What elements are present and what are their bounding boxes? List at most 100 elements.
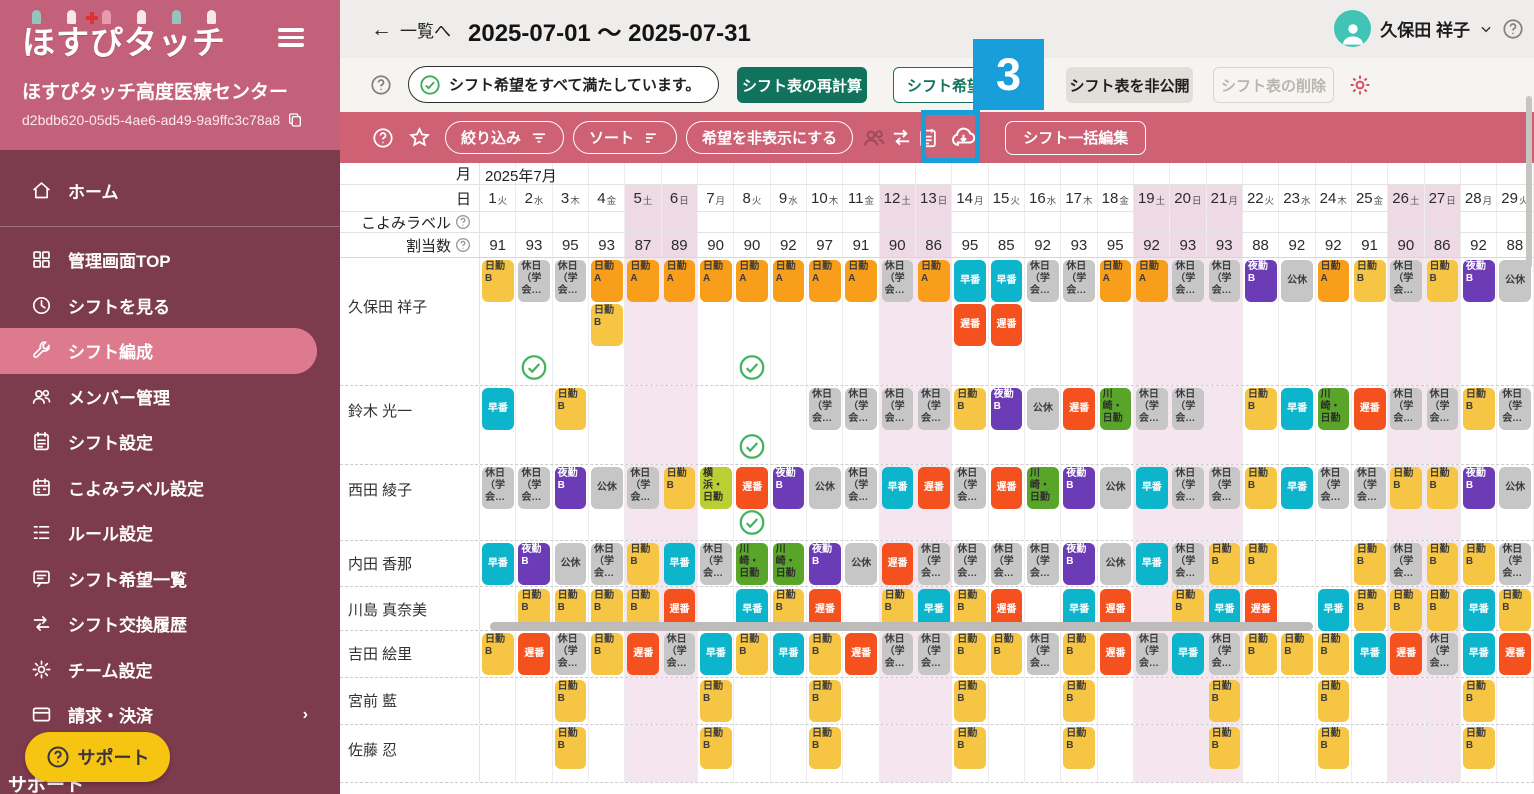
shift-slot[interactable]: 休日 （学 会… <box>1388 258 1425 385</box>
hamburger-menu-icon[interactable] <box>278 24 304 50</box>
shift-slot[interactable] <box>989 725 1025 782</box>
shift-cell[interactable]: 公休 <box>554 543 587 585</box>
unpublish-button[interactable]: シフト表を非公開 <box>1066 67 1193 103</box>
shift-slot[interactable] <box>843 725 880 782</box>
shift-cell[interactable]: 休日 （学 会… <box>1026 260 1059 302</box>
shift-slot[interactable] <box>1424 725 1461 782</box>
shift-cell[interactable]: 休日 （学 会… <box>1172 543 1205 585</box>
shift-slot[interactable]: 日勤 B <box>1243 386 1280 464</box>
shift-slot[interactable] <box>843 678 880 724</box>
shift-slot[interactable]: 日勤 B <box>625 541 662 586</box>
shift-slot[interactable]: 日勤 B <box>698 678 735 724</box>
shift-slot[interactable]: 日勤 B <box>952 678 989 724</box>
shift-cell[interactable]: 日勤 B <box>1426 260 1459 302</box>
shift-cell[interactable]: 休日 （学 会… <box>554 633 587 675</box>
shift-slot[interactable]: 休日 （学 会… <box>553 631 589 677</box>
shift-slot[interactable]: 川 崎・ 日勤 <box>1025 465 1062 540</box>
shift-slot[interactable]: 休日 （学 会… <box>879 386 916 464</box>
shift-cell[interactable]: 早番 <box>482 543 514 585</box>
shift-cell[interactable]: 日勤 B <box>954 633 987 675</box>
shift-cell[interactable]: 遅番 <box>1499 633 1532 675</box>
shift-slot[interactable]: 休日 （学 会… <box>1424 386 1461 464</box>
shift-slot[interactable] <box>734 725 771 782</box>
shift-cell[interactable]: 日勤 B <box>554 727 587 769</box>
shift-slot[interactable] <box>734 386 771 464</box>
shift-slot[interactable]: 遅番 <box>734 465 771 540</box>
shift-slot[interactable]: 遅番 <box>1497 631 1534 677</box>
shift-slot[interactable]: 休日 （学 会… <box>1352 465 1389 540</box>
shift-slot[interactable] <box>1098 678 1134 724</box>
shift-slot[interactable] <box>1279 541 1316 586</box>
shift-slot[interactable]: 早番 <box>1133 465 1171 540</box>
shift-slot[interactable]: 公休 <box>1098 465 1134 540</box>
shift-cell[interactable]: 日勤 B <box>1353 589 1386 631</box>
shift-slot[interactable]: 川 崎・ 日勤 <box>771 541 807 586</box>
shift-slot[interactable]: 日勤 A <box>807 258 844 385</box>
shift-slot[interactable]: 日勤 B <box>1206 541 1243 586</box>
shift-slot[interactable]: 日勤 B <box>480 258 517 385</box>
shift-cell[interactable]: 早番 <box>881 467 914 509</box>
shift-cell[interactable]: 休日 （学 会… <box>1317 467 1350 509</box>
shift-cell[interactable]: 日勤 B <box>1063 633 1096 675</box>
shift-slot[interactable]: 日勤 B <box>1352 258 1389 385</box>
shift-slot[interactable]: 日勤 B <box>1497 587 1534 631</box>
shift-slot[interactable]: 公休 <box>1497 465 1534 540</box>
shift-slot[interactable]: 日勤 B <box>553 678 589 724</box>
members-icon[interactable] <box>862 126 886 150</box>
shift-slot[interactable] <box>771 386 807 464</box>
shift-cell[interactable]: 日勤 B <box>1390 589 1423 631</box>
shift-cell[interactable]: 休日 （学 会… <box>954 467 987 509</box>
shift-cell[interactable]: 日勤 B <box>954 680 987 722</box>
shift-cell[interactable]: 休日 （学 会… <box>917 633 950 675</box>
shift-slot[interactable]: 日勤 B <box>807 725 844 782</box>
shift-slot[interactable]: 早番 <box>1133 541 1171 586</box>
shift-cell[interactable]: 早番 <box>954 260 987 302</box>
shift-slot[interactable] <box>661 725 698 782</box>
shift-slot[interactable]: 横 浜・ 日勤 <box>698 465 735 540</box>
shift-cell[interactable]: 早番 <box>699 633 732 675</box>
shift-slot[interactable]: 早番 <box>771 631 807 677</box>
shift-cell[interactable]: 休日 （学 会… <box>917 543 950 585</box>
shift-cell[interactable]: 日勤 A <box>699 260 732 302</box>
shift-slot[interactable]: 日勤 B <box>480 631 517 677</box>
shift-slot[interactable]: 日勤 B <box>1424 587 1461 631</box>
sidebar-item-9[interactable]: シフト交換履歴 <box>0 601 340 647</box>
back-to-list-link[interactable]: ← 一覧へ <box>371 17 451 42</box>
shift-slot[interactable] <box>1170 725 1207 782</box>
shift-cell[interactable]: 日勤 B <box>554 680 587 722</box>
shift-cell[interactable]: 川 崎・ 日勤 <box>1026 467 1059 509</box>
shift-slot[interactable]: 夜勤 B <box>1461 258 1498 385</box>
shift-cell[interactable]: 日勤 A <box>1099 260 1132 302</box>
gear-icon[interactable] <box>1348 73 1372 97</box>
shift-slot[interactable]: 早番 <box>1279 465 1316 540</box>
shift-cell[interactable]: 川 崎・ 日勤 <box>772 543 805 585</box>
shift-cell[interactable]: 休日 （学 会… <box>1208 260 1241 302</box>
shift-slot[interactable]: 休日 （学 会… <box>1061 258 1098 385</box>
shift-slot[interactable]: 休日 （学 会… <box>1424 631 1461 677</box>
shift-slot[interactable]: 休日 （学 会… <box>1025 631 1062 677</box>
shift-slot[interactable]: 遅番 <box>1388 631 1425 677</box>
shift-slot[interactable]: 日勤 A <box>915 258 953 385</box>
shift-slot[interactable] <box>516 678 553 724</box>
shift-cell[interactable]: 休日 （学 会… <box>627 467 660 509</box>
sort-button[interactable]: ソート <box>573 121 678 154</box>
shift-cell[interactable]: 日勤 B <box>1208 680 1241 722</box>
shift-slot[interactable] <box>1352 725 1389 782</box>
shift-slot[interactable] <box>879 678 916 724</box>
shift-slot[interactable]: 遅番 <box>1098 631 1134 677</box>
shift-slot[interactable]: 日勤 B <box>1352 587 1389 631</box>
shift-slot[interactable] <box>480 725 517 782</box>
shift-slot[interactable]: 休日 （学 会… <box>1170 465 1207 540</box>
shift-slot[interactable]: 日勤 B <box>1461 678 1498 724</box>
shift-slot[interactable] <box>771 725 807 782</box>
cloud-download-icon[interactable] <box>950 124 977 151</box>
shift-slot[interactable] <box>734 678 771 724</box>
shift-slot[interactable]: 日勤 B <box>807 631 844 677</box>
shift-slot[interactable]: 早番 <box>1461 587 1498 631</box>
shift-cell[interactable]: 日勤 B <box>1353 543 1386 585</box>
shift-cell[interactable]: 早番 <box>1172 633 1205 675</box>
shift-cell[interactable]: 休日 （学 会… <box>1208 467 1241 509</box>
shift-slot[interactable]: 休日 （学 会… <box>1170 541 1207 586</box>
shift-cell[interactable]: 日勤 A <box>590 260 623 302</box>
shift-slot[interactable]: 日勤 A <box>843 258 880 385</box>
